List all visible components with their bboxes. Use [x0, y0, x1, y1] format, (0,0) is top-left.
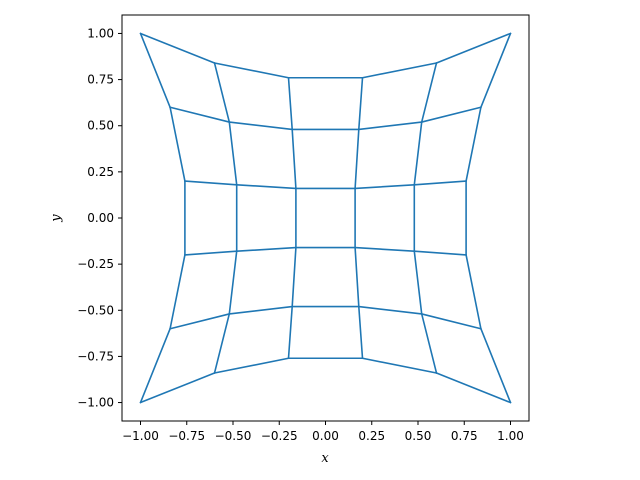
grid-segment-col-1-3	[228, 250, 238, 315]
grid-segment-col-0-0	[139, 32, 171, 109]
x-tick-label: 1.00	[497, 429, 524, 443]
grid-segment-col-1-4	[213, 313, 231, 374]
x-tick-label: −1.00	[122, 429, 159, 443]
grid-segment-col-4-1	[413, 121, 423, 186]
grid-segment-row-2-4	[413, 180, 467, 186]
x-tick-label: −0.25	[261, 429, 298, 443]
grid-segment-row-0-0	[139, 32, 216, 64]
grid-segment-col-1-1	[228, 121, 238, 186]
grid-segment-row-2-3	[354, 183, 416, 190]
x-tick-label: 0.50	[405, 429, 432, 443]
grid-segment-col-3-0	[357, 76, 364, 131]
y-tick-label: −1.00	[77, 396, 114, 410]
x-tick-label: −0.75	[168, 429, 205, 443]
x-tick-label: 0.25	[358, 429, 385, 443]
grid-segment-col-3-4	[357, 305, 364, 360]
grid-segment-col-5-3	[465, 254, 482, 330]
grid-segment-row-2-0	[184, 180, 238, 186]
grid-segment-row-3-1	[235, 246, 297, 253]
grid-segment-col-4-3	[413, 250, 423, 315]
grid-segment-col-5-0	[480, 32, 512, 109]
grid-segment-row-4-4	[420, 313, 482, 330]
grid-segment-col-2-3	[291, 246, 297, 308]
grid-segment-row-5-1	[213, 357, 290, 374]
grid-segment-row-0-3	[361, 62, 438, 79]
grid-segment-row-3-3	[354, 246, 416, 253]
x-tick-label: 0.75	[451, 429, 478, 443]
grid-segment-row-1-4	[420, 106, 482, 123]
grid-lines	[139, 32, 512, 404]
y-tick-label: 0.50	[87, 119, 114, 133]
y-tick-label: 1.00	[87, 26, 114, 40]
y-tick-label: −0.75	[77, 349, 114, 363]
grid-segment-row-1-3	[357, 121, 423, 131]
grid-segment-row-4-1	[228, 305, 294, 315]
grid-segment-col-4-4	[420, 313, 438, 374]
grid-segment-row-5-3	[361, 357, 438, 374]
grid-segment-row-4-0	[169, 313, 231, 330]
plot-area	[122, 15, 529, 421]
grid-segment-row-3-4	[413, 250, 467, 256]
y-tick-label: 0.75	[87, 73, 114, 87]
y-axis-label: y	[49, 214, 64, 223]
grid-segment-row-0-4	[435, 32, 512, 64]
grid-segment-col-3-3	[354, 246, 360, 308]
grid-segment-col-0-3	[169, 254, 186, 330]
grid-segment-col-4-0	[420, 62, 438, 123]
grid-segment-col-5-4	[480, 327, 512, 404]
grid-segment-row-5-4	[435, 372, 512, 404]
grid-segment-col-5-1	[465, 106, 482, 182]
y-tick-label: −0.25	[77, 257, 114, 271]
x-axis-label: x	[321, 451, 329, 466]
grid-segment-row-0-1	[213, 62, 290, 79]
x-tick-label: −0.50	[215, 429, 252, 443]
grid-segment-row-5-0	[139, 372, 216, 404]
grid-segment-col-1-0	[213, 62, 231, 123]
grid-segment-col-3-1	[354, 128, 360, 190]
y-tick-label: 0.00	[87, 211, 114, 225]
plot-frame	[121, 14, 530, 422]
y-tick-label: 0.25	[87, 165, 114, 179]
axis-ticks: −1.00 −0.75 −0.50 −0.25 0.00 0.25 0.50 0.75 1.00…	[77, 26, 524, 443]
grid-segment-col-0-1	[169, 106, 186, 182]
grid-segment-row-1-1	[228, 121, 294, 131]
grid-segment-row-2-1	[235, 183, 297, 190]
x-tick-label: 0.00	[312, 429, 339, 443]
grid-segment-col-2-0	[287, 76, 294, 131]
grid-segment-col-0-4	[139, 327, 171, 404]
grid-segment-row-4-3	[357, 305, 423, 315]
grid-segment-row-1-0	[169, 106, 231, 123]
y-tick-label: −0.50	[77, 303, 114, 317]
grid-segment-row-3-0	[184, 250, 238, 256]
grid-segment-col-2-1	[291, 128, 297, 190]
grid-segment-col-2-4	[287, 305, 294, 360]
